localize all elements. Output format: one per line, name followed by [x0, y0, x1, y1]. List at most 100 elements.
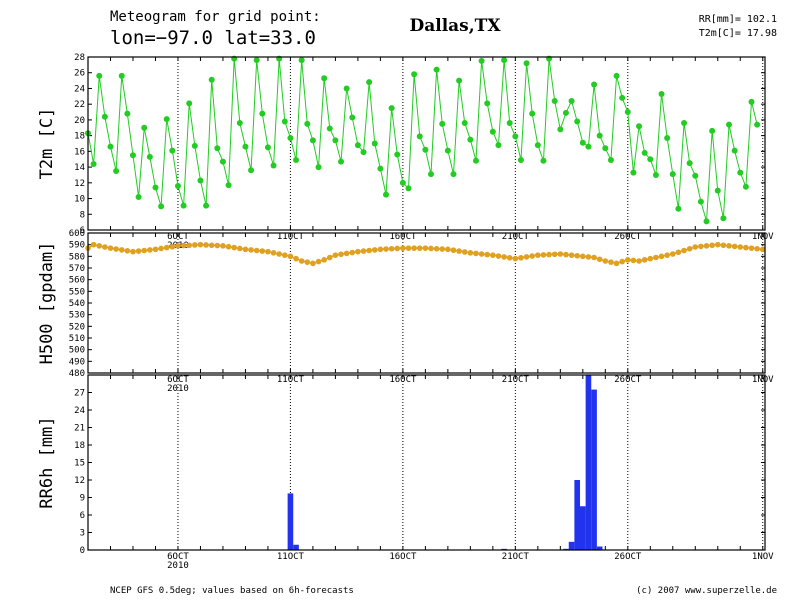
temperature-point — [658, 90, 665, 97]
geopotential-point — [169, 243, 176, 250]
temperature-point — [399, 179, 406, 186]
geopotential-panel: 4804905005105205305405505605705805906006… — [37, 229, 774, 394]
geopotential-point — [433, 245, 440, 252]
geopotential-point — [253, 247, 260, 254]
geopotential-point — [422, 245, 429, 251]
temperature-point — [472, 157, 479, 164]
temperature-point — [191, 142, 198, 149]
temperature-point — [259, 110, 266, 117]
temperature-point — [349, 114, 356, 121]
geopotential-point — [298, 258, 305, 264]
geopotential-point — [495, 253, 502, 259]
temperature-point — [343, 85, 350, 92]
y-tick-label: 530 — [69, 311, 85, 321]
temperature-point — [129, 152, 136, 159]
temperature-point — [326, 125, 333, 132]
geopotential-point — [501, 254, 507, 260]
temperature-point — [163, 116, 170, 123]
geopotential-point — [518, 254, 524, 261]
stat-rr-total: RR[mm]= 102.1 — [699, 14, 777, 25]
geopotential-point — [641, 257, 648, 263]
temperature-point — [467, 136, 474, 143]
temperature-point — [225, 182, 232, 189]
geopotential-point — [130, 248, 136, 255]
panel-frame — [87, 232, 766, 374]
geopotential-point — [203, 242, 209, 248]
geopotential-point — [686, 245, 693, 252]
geopotential-point — [349, 249, 356, 256]
location-title: Dallas,TX — [409, 16, 501, 36]
geopotential-point — [647, 255, 654, 262]
y-tick-label: 21 — [74, 424, 85, 434]
geopotential-point — [439, 246, 446, 252]
temperature-point — [585, 143, 592, 150]
temperature-point — [427, 171, 434, 178]
header: Meteogram for grid point: lon=−97.0 lat=… — [110, 9, 777, 49]
geopotential-point — [602, 258, 609, 264]
y-tick-label: 8 — [80, 210, 85, 220]
temperature-point — [568, 98, 575, 105]
x-tick-label: 6OCT — [167, 375, 189, 385]
temperature-point — [388, 105, 395, 112]
temperature-point — [332, 137, 339, 144]
geopotential-point — [568, 252, 575, 258]
temperature-point — [169, 147, 176, 154]
temperature-point — [574, 118, 581, 125]
y-tick-label: 28 — [74, 53, 85, 63]
copyright-credit: (c) 2007 www.superzelle.de — [636, 586, 777, 596]
x-tick-year-label: 2010 — [167, 561, 189, 571]
temperature-point — [439, 120, 446, 127]
temperature-point — [90, 160, 97, 167]
y-tick-label: 18 — [74, 441, 85, 451]
geopotential-point — [90, 241, 97, 248]
geopotential-point — [484, 251, 491, 258]
temperature-point — [152, 184, 159, 191]
geopotential-point — [383, 246, 389, 252]
temperature-point — [444, 147, 451, 154]
geopotential-point — [220, 243, 226, 249]
y-tick-label: 12 — [74, 179, 85, 189]
y-tick-label: 24 — [74, 84, 85, 94]
precipitation-bar — [293, 544, 299, 550]
temperature-point — [512, 133, 519, 140]
geopotential-point — [360, 248, 367, 254]
y-tick-label: 3 — [80, 529, 85, 539]
y-tick-label: 6 — [80, 511, 85, 521]
geopotential-point — [147, 247, 153, 253]
temperature-point — [506, 120, 513, 127]
temperature-point — [236, 120, 243, 127]
footer: NCEP GFS 0.5deg; values based on 6h-fore… — [110, 586, 777, 596]
geopotential-point — [248, 247, 254, 253]
temperature-point — [208, 76, 215, 83]
geopotential-point — [630, 257, 637, 264]
temperature-point — [113, 168, 120, 175]
temperature-point — [214, 145, 221, 152]
geopotential-point — [512, 255, 519, 262]
y-tick-label: 490 — [69, 357, 85, 367]
geopotential-point — [315, 258, 322, 265]
temperature-point — [523, 60, 530, 67]
temperature-point — [624, 109, 631, 116]
geopotential-point — [163, 244, 170, 251]
geopotential-point — [96, 243, 103, 249]
temperature-point — [107, 143, 114, 150]
y-tick-label: 14 — [74, 163, 85, 173]
x-tick-year-label: 2010 — [167, 384, 189, 394]
temperature-panel: 68101214161820222426286OCT201011OCT16OCT… — [37, 53, 774, 251]
temperature-point — [489, 128, 496, 135]
x-tick-label: 21OCT — [502, 375, 530, 385]
temperature-point — [557, 126, 564, 133]
geopotential-point — [293, 255, 299, 262]
geopotential-point — [265, 248, 271, 255]
geopotential-point — [405, 245, 412, 251]
temperature-point — [579, 139, 586, 146]
precipitation-bar — [568, 541, 575, 550]
panel-frame — [87, 374, 766, 551]
temperature-point — [664, 134, 671, 141]
title-line-2: lon=−97.0 lat=33.0 — [110, 27, 316, 49]
temperature-point — [405, 185, 412, 192]
temperature-point — [534, 142, 541, 149]
temperature-point — [607, 157, 614, 164]
y-tick-label: 16 — [74, 147, 85, 157]
temperature-point — [293, 157, 300, 164]
